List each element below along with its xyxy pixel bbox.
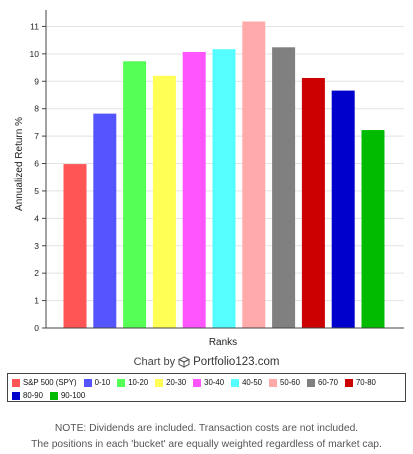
legend-label: 70-80 xyxy=(355,378,376,387)
bar xyxy=(182,51,206,328)
legend-swatch xyxy=(269,378,278,387)
credit-prefix: Chart by xyxy=(133,356,176,368)
axes xyxy=(42,10,404,329)
bar xyxy=(212,49,236,329)
bar xyxy=(123,61,147,328)
legend-item: 0-10 xyxy=(83,376,111,389)
y-tick-label: 11 xyxy=(30,21,39,31)
y-tick-label: 4 xyxy=(34,213,39,223)
legend-item: 10-20 xyxy=(117,376,148,389)
bar-chart: 0 1 2 3 4 5 6 7 8 9 10 11 Ranks Annualized Return % xyxy=(14,10,404,348)
chart-credit: Chart by Portfolio123.com xyxy=(0,356,413,368)
legend-swatch xyxy=(306,378,315,387)
legend-item: 70-80 xyxy=(344,376,376,389)
legend-swatch xyxy=(344,378,353,387)
legend-label: 90-100 xyxy=(60,391,86,400)
legend-item: 80-90 xyxy=(12,389,43,402)
legend-item: 50-60 xyxy=(269,376,300,389)
y-tick-label: 6 xyxy=(34,159,39,169)
legend-item: S&P 500 (SPY) xyxy=(12,376,77,389)
cube-icon xyxy=(178,356,191,368)
y-tick-label: 10 xyxy=(30,49,40,59)
credit-brand[interactable]: Portfolio123.com xyxy=(193,356,280,368)
y-tick-label: 9 xyxy=(34,76,39,86)
bar xyxy=(93,113,117,328)
bar xyxy=(63,164,87,328)
bar xyxy=(242,21,266,328)
legend-item: 90-100 xyxy=(49,389,86,402)
note-line-1: NOTE: Dividends are included. Transactio… xyxy=(54,423,359,434)
legend-label: 60-70 xyxy=(317,378,338,387)
legend-swatch xyxy=(193,378,202,387)
legend-label: 20-30 xyxy=(166,378,187,387)
y-tick-label: 8 xyxy=(34,104,39,114)
legend-swatch xyxy=(231,378,240,387)
bar xyxy=(361,130,385,328)
y-tick-label: 1 xyxy=(34,296,39,306)
legend-label: S&P 500 (SPY) xyxy=(23,378,77,387)
legend-label: 40-50 xyxy=(242,378,263,387)
legend-item: 60-70 xyxy=(306,376,338,389)
note-line-2: The positions in each 'bucket' are equal… xyxy=(31,439,382,450)
y-tick-label: 5 xyxy=(34,186,39,196)
legend-label: 10-20 xyxy=(128,378,149,387)
y-tick-label: 2 xyxy=(34,268,39,278)
bar xyxy=(331,90,355,328)
y-tick-label: 0 xyxy=(34,323,39,333)
y-tick-label: 3 xyxy=(34,241,39,251)
x-axis-title: Ranks xyxy=(209,337,237,348)
chart-legend: S&P 500 (SPY) 0-10 10-20 20-30 30-40 40-50 50-… xyxy=(7,373,406,402)
bar xyxy=(272,47,296,329)
legend-swatch xyxy=(117,378,126,387)
y-tick-label: 7 xyxy=(34,131,39,141)
axis-labels: 0 1 2 3 4 5 6 7 8 9 10 11 Ranks Annualized Return % xyxy=(14,21,237,348)
legend-item: 20-30 xyxy=(155,376,186,389)
legend-label: 50-60 xyxy=(280,378,300,387)
legend-swatch xyxy=(12,391,20,400)
bar xyxy=(301,77,325,328)
y-axis-title: Annualized Return % xyxy=(14,117,25,211)
legend-label: 80-90 xyxy=(23,391,43,400)
legend-swatch xyxy=(12,378,20,387)
legend-swatch xyxy=(49,391,58,400)
legend-item: 30-40 xyxy=(193,376,224,389)
legend-swatch xyxy=(83,378,92,387)
legend-item: 40-50 xyxy=(231,376,262,389)
legend-swatch xyxy=(155,378,164,387)
legend-label: 0-10 xyxy=(94,378,111,387)
legend-label: 30-40 xyxy=(204,378,225,387)
bars xyxy=(63,21,385,329)
bar xyxy=(152,75,176,328)
